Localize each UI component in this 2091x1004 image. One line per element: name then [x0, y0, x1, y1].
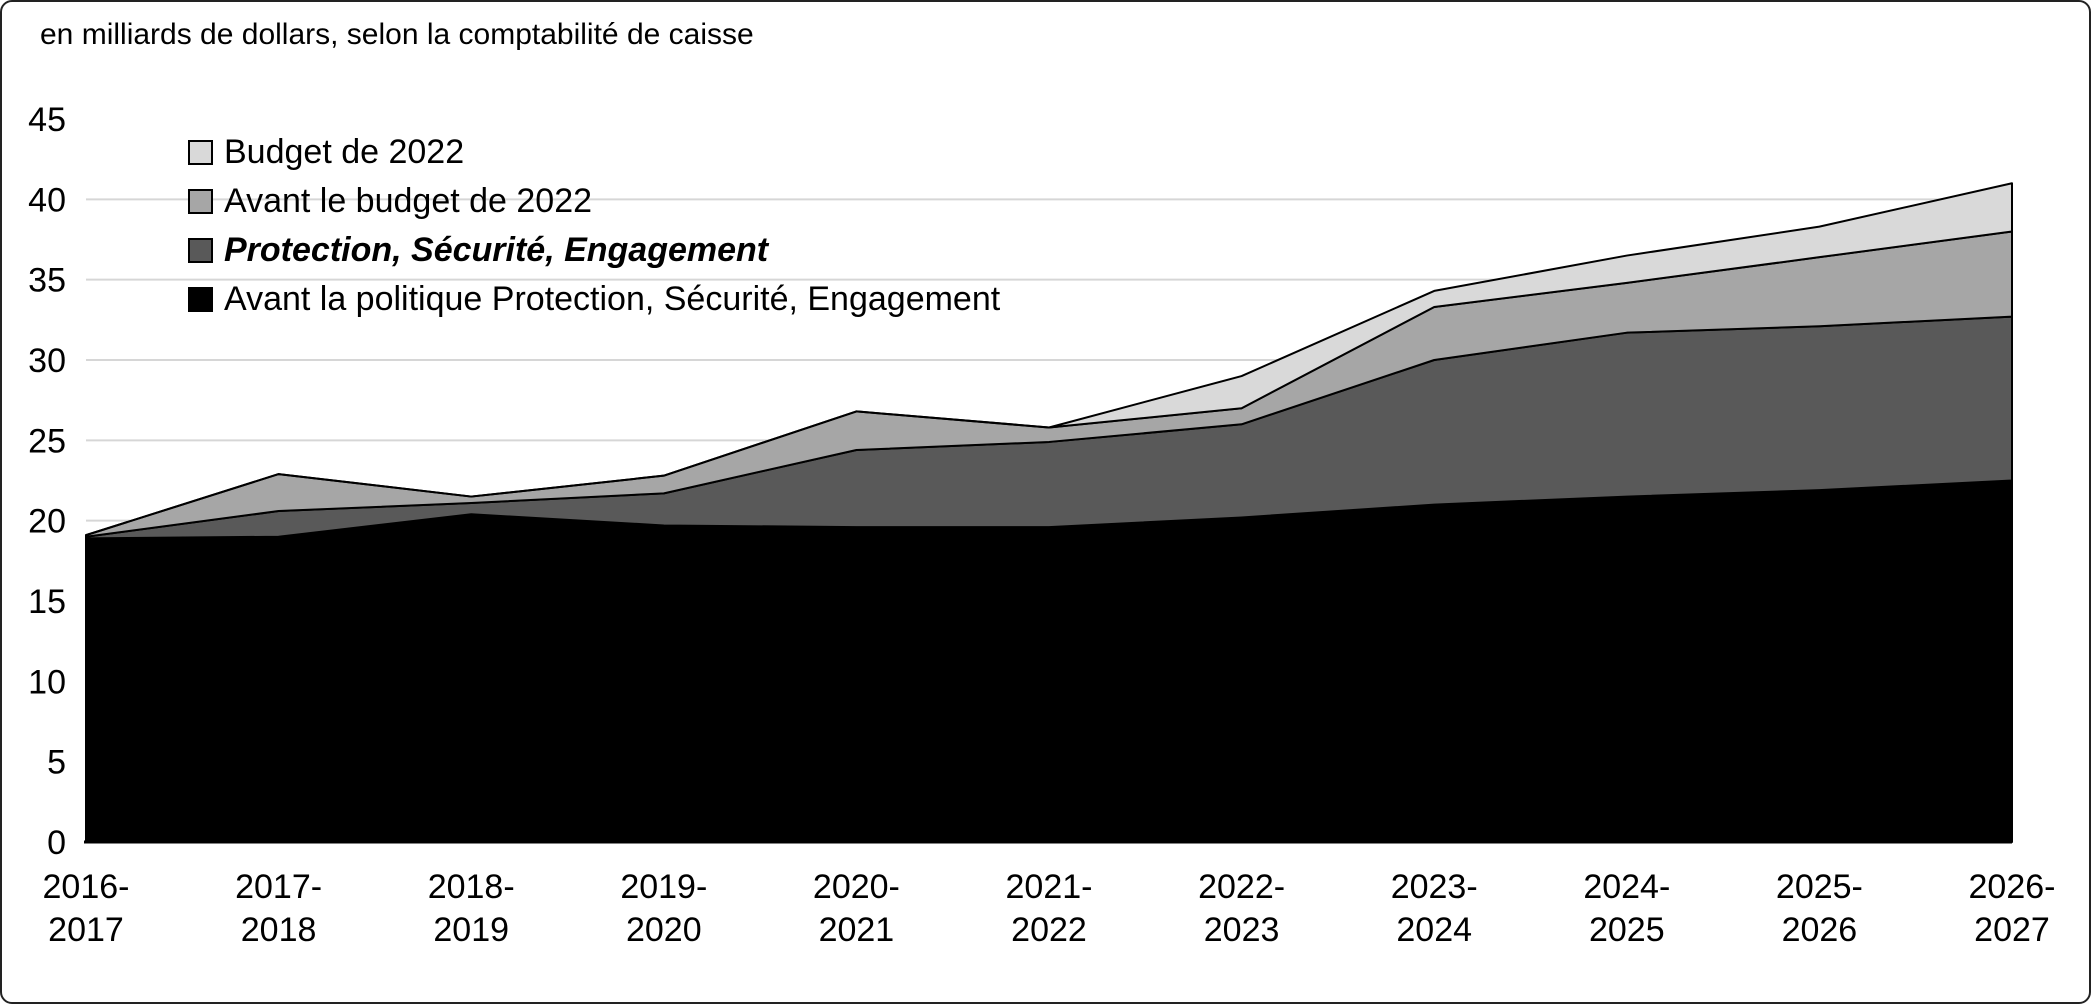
legend-swatch-protection-securite-engagement [188, 237, 213, 263]
y-tick-label-10: 10 [28, 663, 66, 701]
legend-label-protection-securite-engagement: Protection, Sécurité, Engagement [224, 231, 769, 269]
area-avant-politique-pse [85, 479, 2013, 843]
x-tick-label-2016-2017: 2016-2017 [43, 868, 130, 949]
x-tick-label-2022-2023: 2022-2023 [1198, 868, 1285, 949]
legend-swatch-avant-budget-2022 [188, 188, 213, 214]
legend-item-avant-budget-2022: Avant le budget de 2022 [188, 183, 1000, 219]
x-tick-label-2021-2022: 2021-2022 [1006, 868, 1093, 949]
x-tick-label-2023-2024: 2023-2024 [1391, 868, 1478, 949]
y-tick-label-15: 15 [28, 583, 66, 621]
legend-item-protection-securite-engagement: Protection, Sécurité, Engagement [188, 232, 1000, 268]
legend-item-budget-2022: Budget de 2022 [188, 134, 1000, 170]
legend-swatch-avant-politique-pse [188, 286, 213, 312]
y-tick-label-20: 20 [28, 503, 66, 541]
legend-label-avant-politique-pse: Avant la politique Protection, Sécurité,… [224, 280, 1001, 318]
y-tick-label-35: 35 [28, 262, 66, 300]
x-tick-label-2020-2021: 2020-2021 [813, 868, 900, 949]
y-tick-label-5: 5 [47, 744, 66, 782]
legend: Budget de 2022 Avant le budget de 2022 P… [188, 134, 1000, 317]
legend-label-avant-budget-2022: Avant le budget de 2022 [224, 182, 593, 220]
x-tick-label-2024-2025: 2024-2025 [1583, 868, 1670, 949]
x-tick-label-2017-2018: 2017-2018 [235, 868, 322, 949]
y-tick-label-45: 45 [28, 101, 66, 139]
y-tick-label-30: 30 [28, 342, 66, 380]
chart-subtitle: en milliards de dollars, selon la compta… [40, 18, 754, 51]
y-tick-label-0: 0 [47, 824, 66, 862]
x-tick-label-2018-2019: 2018-2019 [428, 868, 515, 949]
legend-item-avant-politique-pse: Avant la politique Protection, Sécurité,… [188, 281, 1000, 317]
legend-swatch-budget-2022 [188, 139, 213, 165]
area-budget-2022 [85, 182, 2013, 537]
y-tick-label-25: 25 [28, 422, 66, 460]
legend-label-budget-2022: Budget de 2022 [224, 133, 465, 171]
x-tick-label-2025-2026: 2025-2026 [1776, 868, 1863, 949]
y-tick-label-40: 40 [28, 181, 66, 219]
x-tick-label-2019-2020: 2019-2020 [620, 868, 707, 949]
x-tick-label-2026-2027: 2026-2027 [1969, 868, 2056, 949]
